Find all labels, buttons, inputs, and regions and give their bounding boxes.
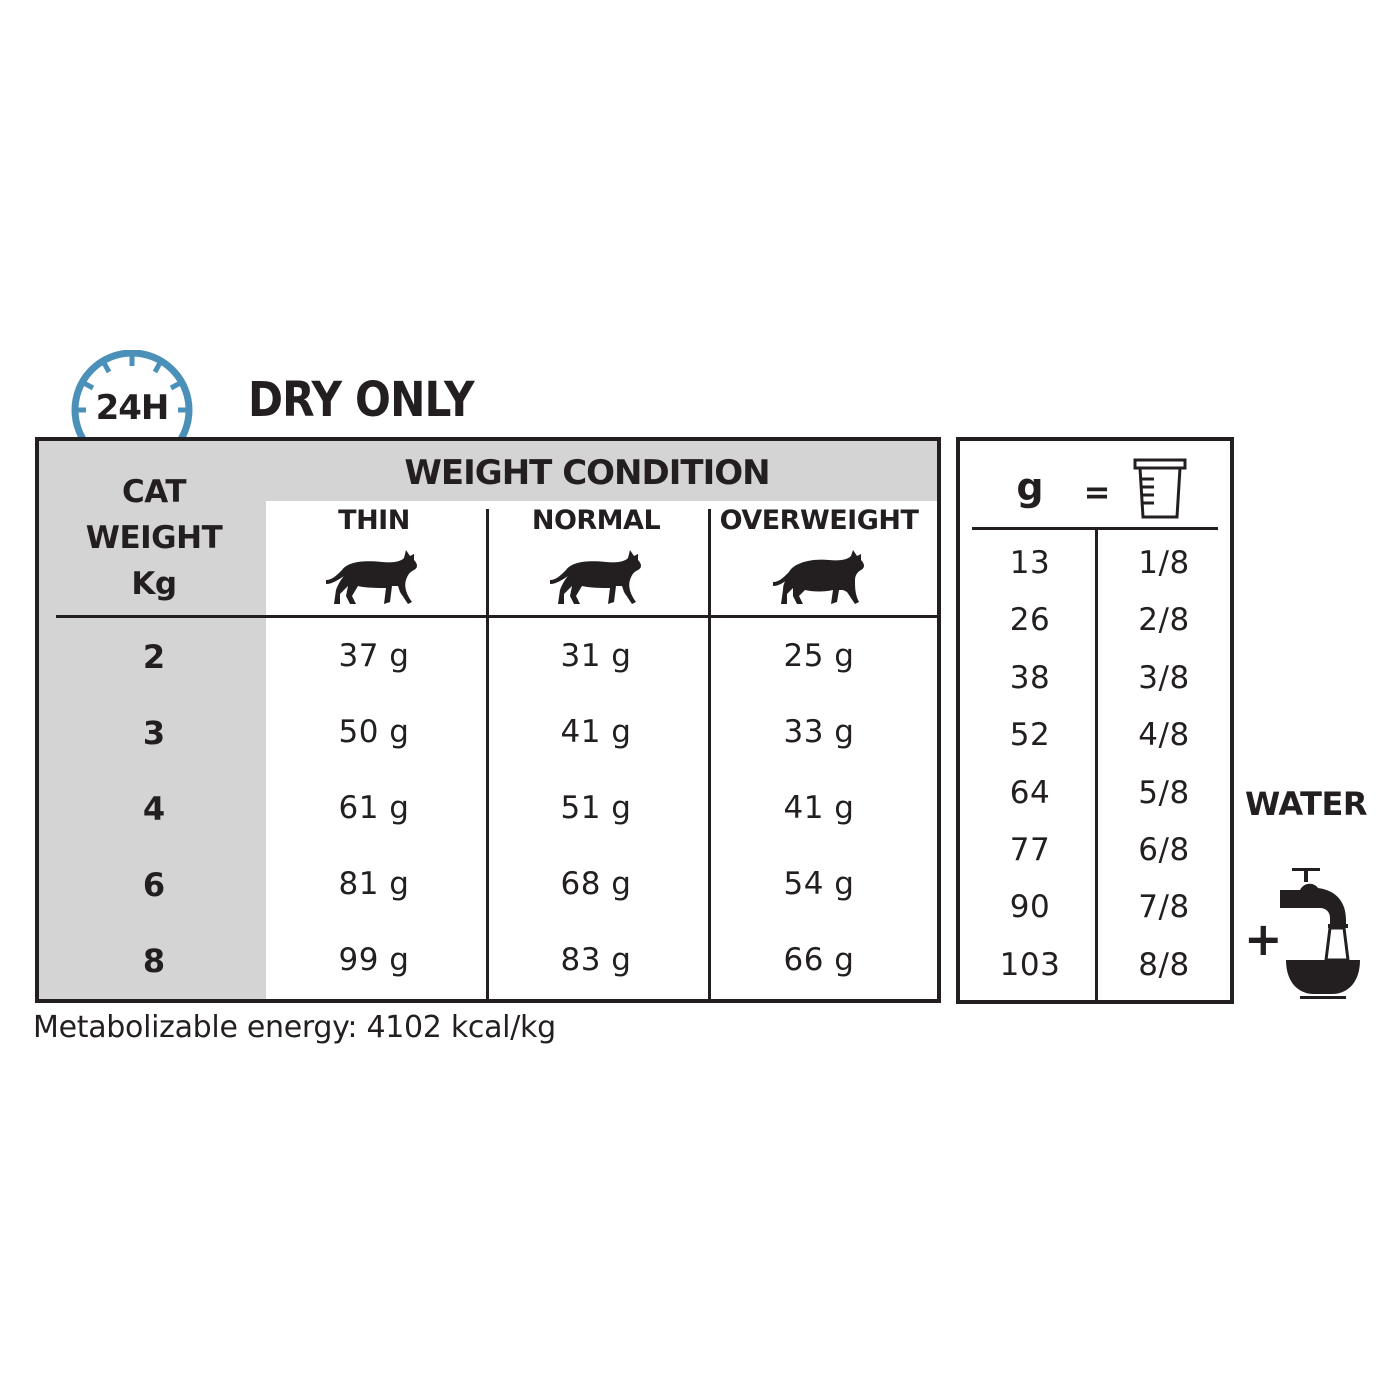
ration-cell: 50 g <box>338 714 410 750</box>
grams-cell: 103 <box>999 946 1061 983</box>
column-header-overweight: OVERWEIGHT <box>719 505 919 536</box>
ration-cell: 25 g <box>783 638 855 674</box>
group-header: WEIGHT CONDITION <box>404 453 770 493</box>
page-title: DRY ONLY <box>248 372 475 428</box>
column-header-normal: NORMAL <box>531 505 661 536</box>
header-divider <box>56 615 937 618</box>
ration-cell: 41 g <box>783 790 855 826</box>
cup-fraction-cell: 7/8 <box>1138 889 1190 926</box>
24h-clock-icon: 24H <box>68 350 198 437</box>
metabolizable-energy-note: Metabolizable energy: 4102 kcal/kg <box>33 1010 556 1045</box>
feeding-table: WEIGHT CONDITION CAT WEIGHT Kg THIN NORM… <box>35 437 941 1003</box>
column-header-thin: THIN <box>338 505 410 536</box>
water-label: WATER <box>1245 785 1367 823</box>
ration-cell: 33 g <box>783 714 855 750</box>
grams-cell: 38 <box>1009 659 1051 696</box>
cup-fraction-cell: 4/8 <box>1138 717 1190 754</box>
ration-cell: 66 g <box>783 942 855 978</box>
normal-cat-icon <box>550 550 641 604</box>
grams-header: g <box>1016 465 1044 509</box>
ration-cell: 81 g <box>338 866 410 902</box>
ration-cell: 31 g <box>560 638 632 674</box>
ration-cell: 68 g <box>560 866 632 902</box>
cat-weight-cell: 2 <box>142 638 166 676</box>
plus-sign: + <box>1244 912 1283 966</box>
grams-cell: 13 <box>1009 545 1051 581</box>
column-divider <box>486 509 489 999</box>
cat-weight-cell: 4 <box>142 790 166 828</box>
cat-weight-cell: 8 <box>142 942 166 980</box>
water-tap-bowl-icon <box>1280 868 1360 999</box>
grams-cell: 77 <box>1009 832 1051 868</box>
cup-fraction-cell: 5/8 <box>1138 774 1190 811</box>
grams-cell: 90 <box>1009 889 1051 926</box>
clock-label: 24H <box>95 388 170 428</box>
column-divider <box>708 509 711 999</box>
row-header-line: WEIGHT <box>85 520 223 556</box>
thin-cat-icon <box>326 550 417 604</box>
row-header: CAT WEIGHT Kg <box>85 469 223 607</box>
ration-cell: 83 g <box>560 942 632 978</box>
cup-fraction-cell: 3/8 <box>1138 659 1190 696</box>
grams-cell: 52 <box>1009 717 1051 754</box>
ration-cell: 54 g <box>783 866 855 902</box>
row-header-line: CAT <box>122 474 186 510</box>
cup-column-divider <box>1095 527 1098 1000</box>
cat-weight-cell: 6 <box>142 866 166 904</box>
overweight-cat-icon <box>773 550 864 604</box>
cup-fraction-cell: 1/8 <box>1138 545 1190 581</box>
row-header-line: Kg <box>131 566 177 602</box>
cup-fraction-cell: 8/8 <box>1138 946 1190 983</box>
ration-cell: 37 g <box>338 638 410 674</box>
cup-fraction-cell: 6/8 <box>1138 832 1190 868</box>
cup-conversion-table: g = 13 1/8 26 2/8 38 3/8 52 4/8 64 5/8 77 6/8 90 7/8 1… <box>956 437 1234 1004</box>
grams-cell: 64 <box>1009 774 1051 811</box>
ration-cell: 41 g <box>560 714 632 750</box>
ration-cell: 51 g <box>560 790 632 826</box>
ration-cell: 61 g <box>338 790 410 826</box>
cat-weight-cell: 3 <box>142 714 166 752</box>
measuring-cup-icon <box>1133 458 1187 519</box>
ration-cell: 99 g <box>338 942 410 978</box>
cup-fraction-cell: 2/8 <box>1138 602 1190 639</box>
equals-sign: = <box>1083 473 1111 511</box>
grams-cell: 26 <box>1009 602 1051 639</box>
